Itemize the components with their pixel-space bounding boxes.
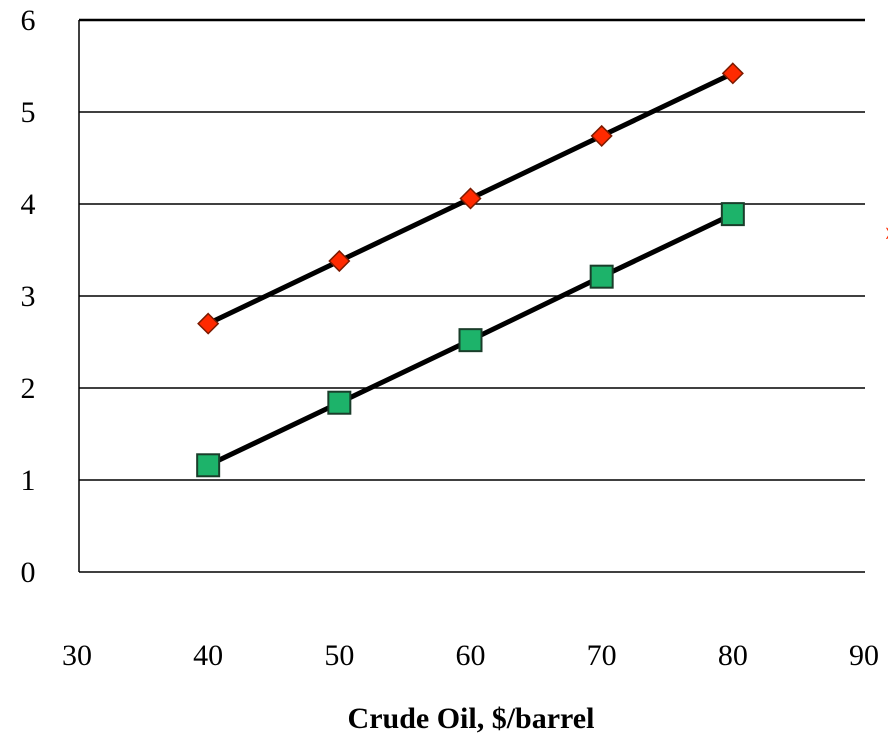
x-tick-label: 40: [193, 639, 223, 672]
y-tick-label: 5: [21, 96, 36, 129]
y-tick-label: 4: [21, 188, 36, 221]
series-lines: [207, 71, 734, 468]
x-tick-label: 80: [718, 639, 748, 672]
x-tick-label: 30: [62, 639, 92, 672]
diamond-marker: [721, 62, 744, 85]
square-marker: [720, 202, 745, 227]
square-marker: [327, 390, 352, 415]
diamond-marker: [590, 124, 613, 147]
y-tick-label: 2: [21, 372, 36, 405]
square-marker: [589, 264, 614, 289]
y-tick-label: 3: [21, 280, 36, 313]
y-tick-labels: 0 1 2 3 4 5 6: [21, 4, 36, 589]
square-marker: [458, 328, 483, 353]
x-tick-label: 50: [324, 639, 354, 672]
y-tick-label: 6: [21, 4, 36, 37]
gridlines: [78, 18, 865, 573]
clipped-annotation: ›: [884, 214, 888, 247]
diamond-marker: [197, 312, 220, 335]
x-tick-labels: 30 40 50 60 70 80 90: [62, 639, 879, 672]
x-tick-label: 60: [456, 639, 486, 672]
square-marker: [196, 453, 221, 478]
y-tick-label: 1: [21, 464, 36, 497]
diamond-marker: [328, 249, 351, 273]
x-axis-label: Crude Oil, $/barrel: [348, 702, 595, 735]
series-markers: [196, 62, 745, 478]
x-tick-label: 70: [587, 639, 617, 672]
y-tick-label: 0: [21, 556, 36, 589]
x-tick-label: 90: [849, 639, 879, 672]
diamond-marker: [459, 187, 482, 210]
